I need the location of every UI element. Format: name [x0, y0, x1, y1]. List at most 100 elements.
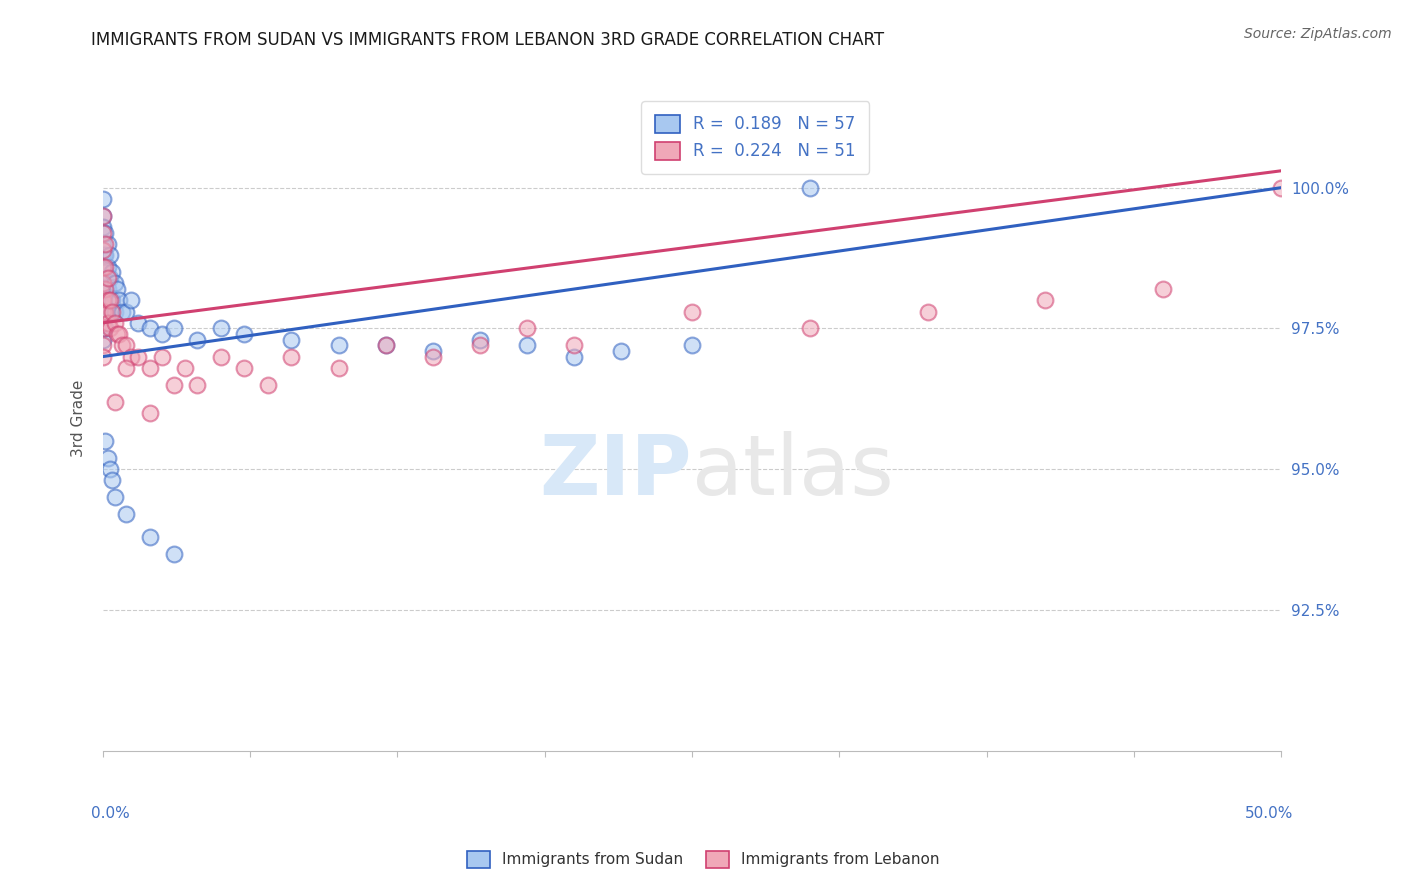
Point: [150, 327, 173, 342]
Point: [139, 530, 162, 544]
Point: [91, 220, 114, 235]
Point: [108, 327, 131, 342]
Point: [127, 350, 149, 364]
Point: [91, 192, 114, 206]
Point: [104, 277, 127, 291]
Point: [94, 434, 117, 448]
Point: [115, 360, 138, 375]
Point: [97, 293, 120, 308]
Point: [98, 293, 121, 308]
Point: [257, 377, 280, 392]
Point: [94, 248, 117, 262]
Point: [209, 350, 232, 364]
Point: [174, 360, 197, 375]
Point: [94, 260, 117, 274]
Point: [150, 350, 173, 364]
Point: [105, 327, 128, 342]
Y-axis label: 3rd Grade: 3rd Grade: [72, 380, 86, 458]
Point: [94, 282, 117, 296]
Text: Source: ZipAtlas.com: Source: ZipAtlas.com: [1244, 27, 1392, 41]
Point: [468, 333, 491, 347]
Point: [97, 316, 120, 330]
Point: [681, 304, 703, 318]
Point: [917, 304, 939, 318]
Point: [374, 338, 396, 352]
Point: [94, 226, 117, 240]
Point: [209, 321, 232, 335]
Point: [91, 350, 114, 364]
Point: [127, 316, 149, 330]
Point: [610, 343, 633, 358]
Point: [98, 248, 121, 262]
Point: [94, 237, 117, 252]
Point: [97, 270, 120, 285]
Point: [233, 327, 256, 342]
Point: [91, 277, 114, 291]
Point: [233, 360, 256, 375]
Point: [91, 333, 114, 347]
Point: [98, 321, 121, 335]
Point: [162, 547, 184, 561]
Point: [91, 338, 114, 352]
Point: [105, 282, 128, 296]
Point: [115, 304, 138, 318]
Point: [98, 293, 121, 308]
Point: [101, 265, 124, 279]
Point: [162, 321, 184, 335]
Point: [91, 226, 114, 240]
Point: [108, 293, 131, 308]
Point: [97, 304, 120, 318]
Point: [104, 304, 127, 318]
Point: [139, 360, 162, 375]
Point: [94, 282, 117, 296]
Point: [374, 338, 396, 352]
Point: [139, 321, 162, 335]
Point: [562, 338, 585, 352]
Point: [97, 450, 120, 465]
Point: [91, 304, 114, 318]
Point: [1035, 293, 1057, 308]
Point: [422, 350, 444, 364]
Legend: Immigrants from Sudan, Immigrants from Lebanon: Immigrants from Sudan, Immigrants from L…: [454, 838, 952, 880]
Point: [1152, 282, 1174, 296]
Point: [91, 248, 114, 262]
Point: [97, 237, 120, 252]
Point: [91, 293, 114, 308]
Point: [120, 293, 142, 308]
Point: [91, 209, 114, 223]
Point: [120, 350, 142, 364]
Point: [186, 377, 208, 392]
Point: [91, 265, 114, 279]
Point: [280, 333, 302, 347]
Point: [111, 304, 134, 318]
Text: IMMIGRANTS FROM SUDAN VS IMMIGRANTS FROM LEBANON 3RD GRADE CORRELATION CHART: IMMIGRANTS FROM SUDAN VS IMMIGRANTS FROM…: [91, 31, 884, 49]
Point: [468, 338, 491, 352]
Text: 0.0%: 0.0%: [91, 806, 129, 822]
Point: [104, 491, 127, 505]
Point: [97, 282, 120, 296]
Point: [115, 507, 138, 521]
Point: [516, 338, 538, 352]
Point: [101, 474, 124, 488]
Point: [111, 338, 134, 352]
Point: [91, 321, 114, 335]
Point: [799, 321, 821, 335]
Point: [94, 321, 117, 335]
Point: [328, 338, 350, 352]
Point: [186, 333, 208, 347]
Text: 50.0%: 50.0%: [1244, 806, 1294, 822]
Point: [280, 350, 302, 364]
Point: [101, 304, 124, 318]
Point: [104, 394, 127, 409]
Point: [162, 377, 184, 392]
Point: [91, 260, 114, 274]
Point: [94, 265, 117, 279]
Point: [91, 209, 114, 223]
Point: [562, 350, 585, 364]
Point: [98, 270, 121, 285]
Point: [91, 282, 114, 296]
Point: [104, 316, 127, 330]
Point: [139, 406, 162, 420]
Text: atlas: atlas: [692, 431, 894, 512]
Point: [681, 338, 703, 352]
